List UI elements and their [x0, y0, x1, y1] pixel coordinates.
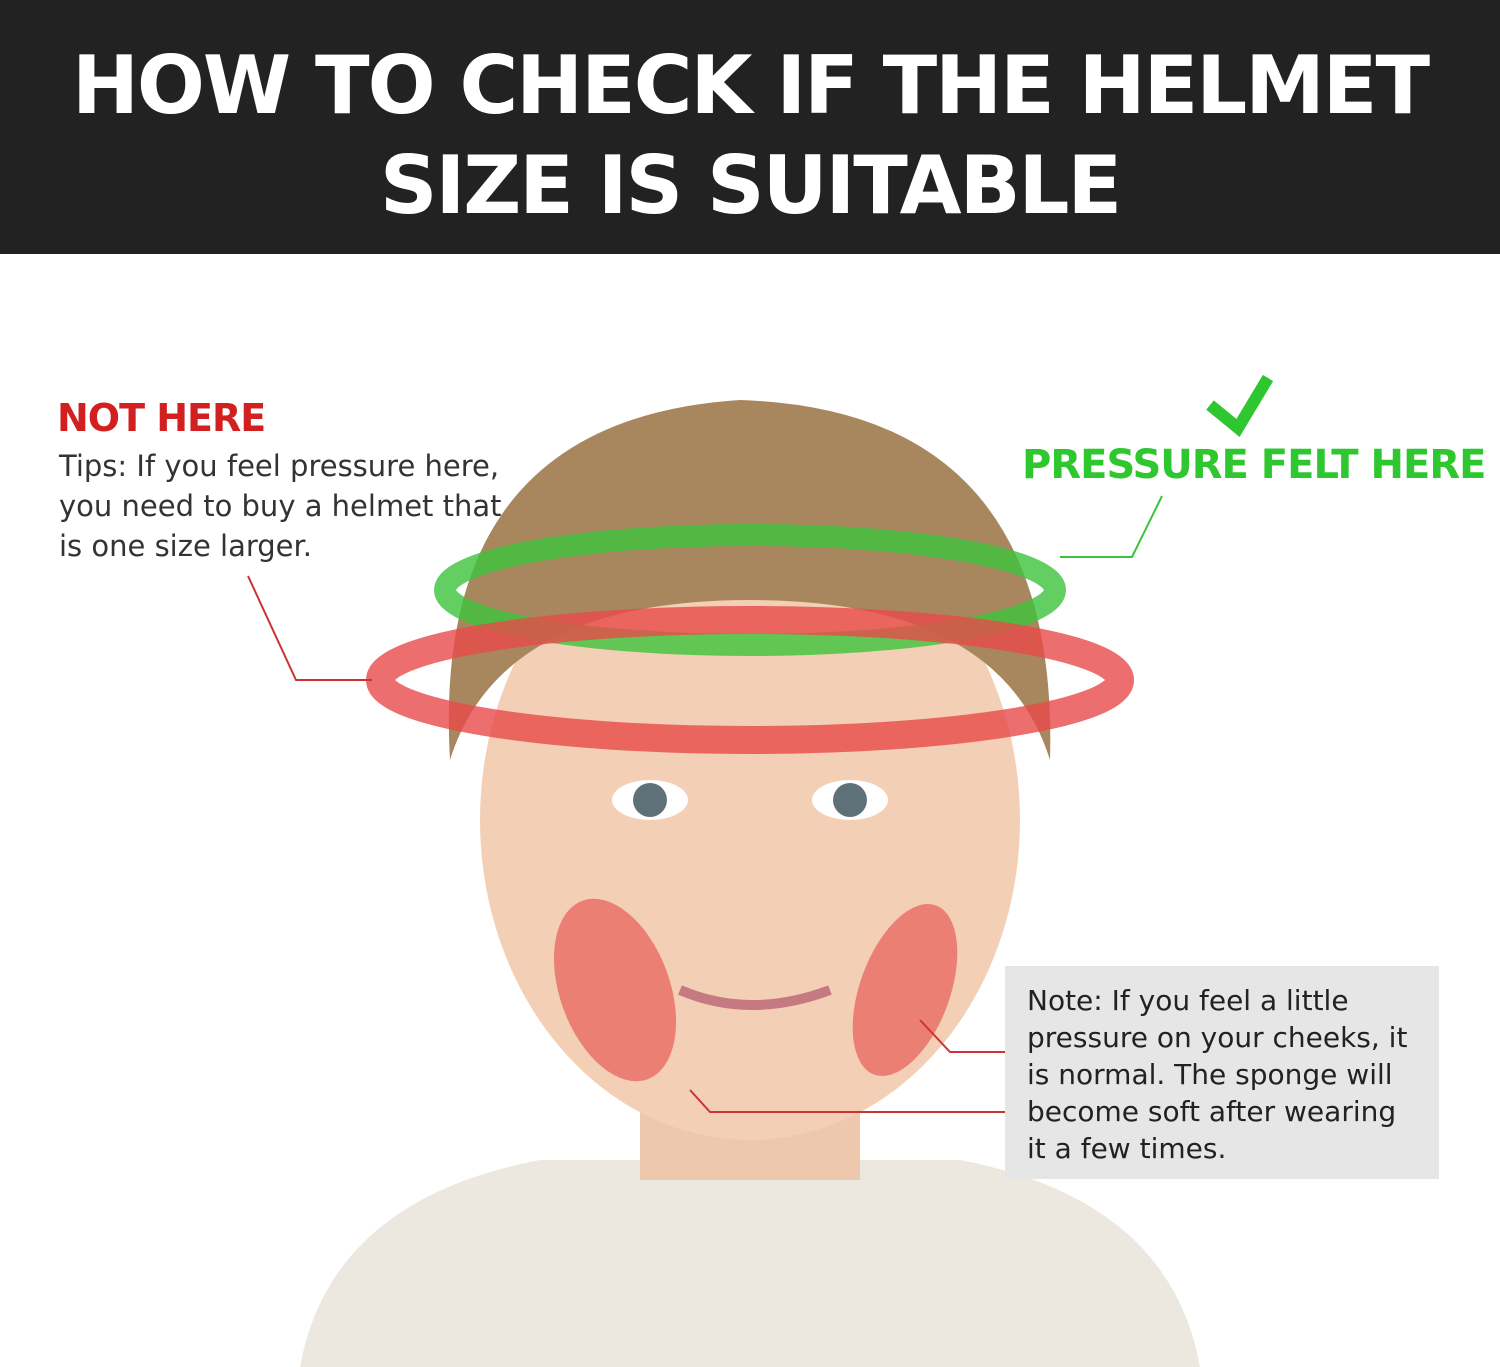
note-pointer: [689, 1089, 1005, 1113]
checkmark-icon: [1206, 374, 1274, 438]
not-here-heading: NOT HERE: [57, 396, 266, 440]
hair: [448, 400, 1051, 760]
cheek-note: Note: If you feel a little pressure on y…: [1005, 966, 1439, 1179]
not-here-tip: Tips: If you feel pressure here, you nee…: [59, 449, 502, 563]
not-here-pointer: [247, 575, 372, 681]
left-cheek-marker: [553, 898, 677, 1082]
pressure-heading: PRESSURE FELT HERE: [1022, 442, 1486, 488]
red-ring: [366, 606, 1134, 754]
pressure-pointer: [1060, 495, 1163, 558]
shirt: [300, 1160, 1200, 1367]
page-title: HOW TO CHECK IF THE HELMET SIZE IS SUITA…: [0, 0, 1500, 254]
green-ring: [434, 524, 1066, 656]
